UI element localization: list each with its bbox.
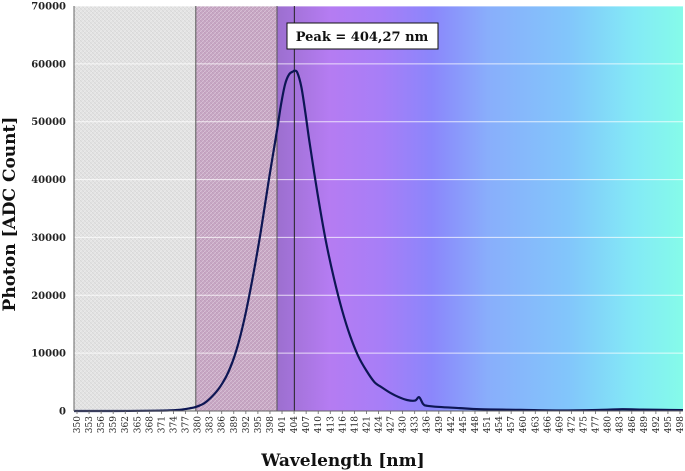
x-tick-label: 395 bbox=[254, 416, 264, 433]
x-tick-label: 430 bbox=[399, 416, 409, 433]
x-tick-label: 477 bbox=[592, 416, 602, 433]
x-tick-label: 433 bbox=[411, 416, 421, 433]
x-tick-label: 460 bbox=[519, 416, 529, 433]
y-tick-label: 30000 bbox=[31, 233, 66, 244]
x-tick-label: 380 bbox=[194, 416, 204, 433]
x-axis-title: Wavelength [nm] bbox=[260, 451, 424, 471]
x-tick-label: 424 bbox=[375, 416, 385, 433]
x-tick-label: 389 bbox=[230, 416, 240, 433]
x-tick-label: 392 bbox=[242, 416, 252, 433]
x-tick-label: 350 bbox=[73, 416, 83, 433]
x-tick-label: 495 bbox=[664, 416, 674, 433]
x-tick-label: 407 bbox=[302, 416, 312, 433]
y-tick-label: 20000 bbox=[31, 291, 66, 302]
x-tick-label: 353 bbox=[85, 416, 95, 433]
y-tick-label: 0 bbox=[59, 407, 66, 418]
x-tick-label: 436 bbox=[423, 416, 433, 433]
y-tick-labels: 0 10000 20000 30000 40000 50000 60000 70000 bbox=[31, 2, 66, 418]
y-tick-label: 10000 bbox=[31, 349, 66, 360]
x-tick-label: 489 bbox=[640, 416, 650, 433]
x-tick-label: 401 bbox=[278, 416, 288, 433]
y-tick-label: 60000 bbox=[31, 59, 66, 70]
y-tick-label: 50000 bbox=[31, 117, 66, 128]
y-tick-label: 70000 bbox=[31, 2, 66, 13]
x-tick-label: 383 bbox=[206, 416, 216, 433]
x-tick-label: 469 bbox=[555, 416, 565, 433]
x-tick-label: 374 bbox=[169, 416, 179, 433]
x-tick-label: 442 bbox=[447, 416, 457, 433]
x-tick-label: 492 bbox=[652, 416, 662, 433]
x-tick-label: 448 bbox=[471, 416, 481, 433]
x-tick-label: 356 bbox=[97, 416, 107, 433]
x-tick-label: 475 bbox=[580, 416, 590, 433]
y-tick-label: 40000 bbox=[31, 175, 66, 186]
series-line-0 bbox=[73, 69, 684, 413]
x-tick-label: 421 bbox=[362, 416, 372, 433]
background-bands bbox=[74, 6, 683, 411]
x-tick-label: 413 bbox=[326, 416, 336, 433]
y-axis-title: Photon [ADC Count] bbox=[0, 117, 20, 312]
peak-annotation-text: Peak = 404,27 nm bbox=[296, 30, 429, 45]
x-tick-label: 454 bbox=[495, 416, 505, 433]
x-tick-label: 486 bbox=[628, 416, 638, 433]
x-tick-label: 480 bbox=[604, 416, 614, 433]
x-tick-label: 371 bbox=[157, 416, 167, 433]
x-tick-label: 418 bbox=[350, 416, 360, 433]
x-tick-label: 365 bbox=[133, 416, 143, 433]
x-tick-label: 427 bbox=[387, 416, 397, 433]
x-tick-label: 483 bbox=[616, 416, 626, 433]
x-tick-label: 404 bbox=[290, 416, 300, 433]
x-tick-label: 445 bbox=[459, 416, 469, 433]
x-tick-label: 463 bbox=[531, 416, 541, 433]
x-tick-label: 377 bbox=[182, 416, 192, 433]
x-tick-label: 451 bbox=[483, 416, 493, 433]
peak-annotation: Peak = 404,27 nm bbox=[286, 22, 439, 50]
background-band-hatch-0 bbox=[74, 6, 196, 411]
x-tick-label: 410 bbox=[314, 416, 324, 433]
peak-annotation-box bbox=[286, 22, 439, 50]
gridlines bbox=[74, 5, 683, 354]
x-tick-label: 472 bbox=[567, 416, 577, 433]
x-tick-label: 416 bbox=[338, 416, 348, 433]
x-tick-label: 498 bbox=[676, 416, 685, 433]
x-tick-labels: 350 353 356 359 362 365 368 371 374 377 380 383 386 3… bbox=[73, 411, 685, 433]
x-tick-label: 359 bbox=[109, 416, 119, 433]
x-tick-label: 439 bbox=[435, 416, 445, 433]
x-tick-label: 457 bbox=[507, 416, 517, 433]
x-tick-label: 386 bbox=[218, 416, 228, 433]
x-tick-label: 362 bbox=[121, 416, 131, 433]
series-layer bbox=[73, 69, 684, 413]
vertical-markers bbox=[195, 6, 295, 411]
x-tick-label: 398 bbox=[266, 416, 276, 433]
x-tick-label: 368 bbox=[145, 416, 155, 433]
x-tick-label: 466 bbox=[543, 416, 553, 433]
background-band-2 bbox=[277, 6, 683, 411]
